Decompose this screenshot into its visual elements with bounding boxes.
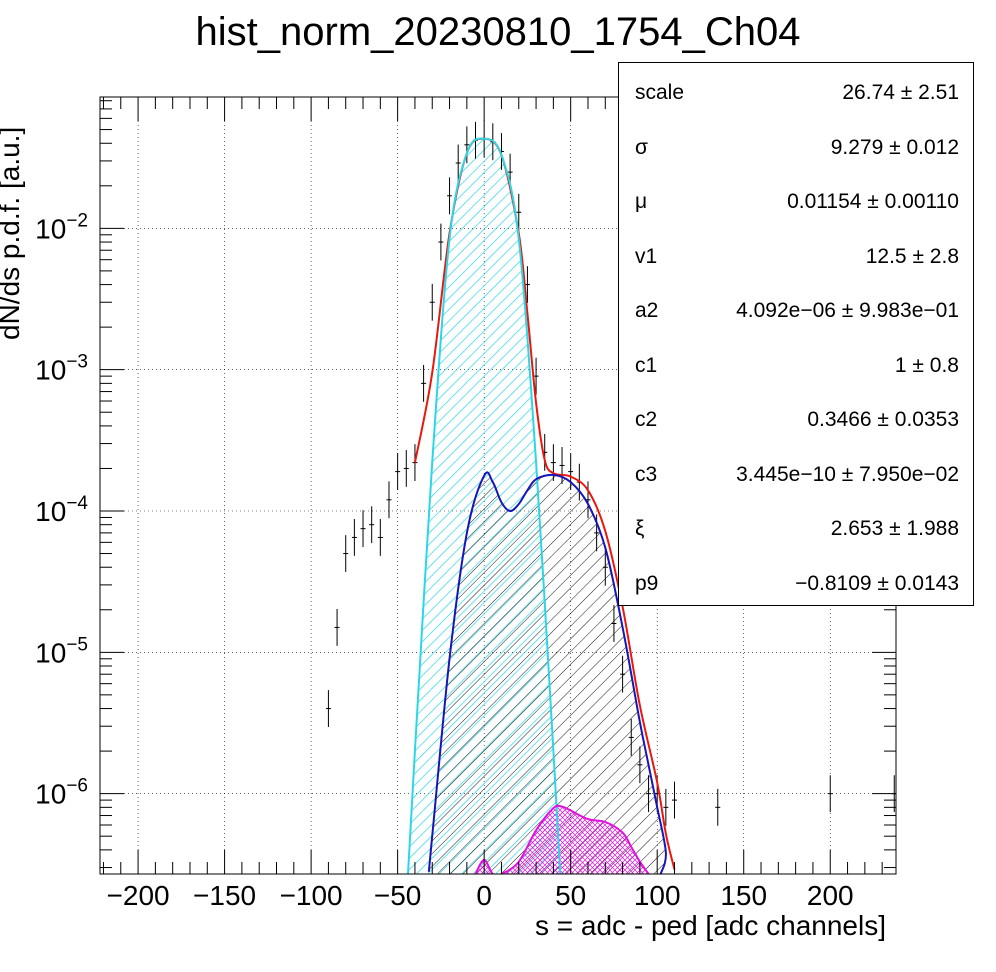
x-tick-labels: −200 −150 −100 −50 0 50 100 150 200	[107, 880, 854, 911]
fit-stats-box: scale 26.74 ± 2.51 σ 9.279 ± 0.012 μ 0.01154 …	[618, 62, 974, 606]
histogram	[325, 120, 896, 826]
stat-value: 12.5 ± 2.8	[865, 244, 959, 268]
stat-row: c2 0.3466 ± 0.0353	[619, 402, 975, 442]
x-tick-label: −150	[193, 880, 256, 911]
x-axis-label: s = adc - ped [adc channels]	[535, 910, 886, 941]
stat-name: μ	[635, 190, 648, 213]
stat-name: c2	[635, 408, 658, 431]
series-line-3	[474, 804, 650, 874]
stat-name: p9	[635, 571, 659, 595]
stat-value: 3.445e−10 ± 7.950e−02	[736, 462, 959, 486]
x-tick-label: 150	[720, 880, 767, 911]
stat-name: σ	[635, 135, 648, 159]
chart-title: hist_norm_20230810_1754_Ch04	[195, 10, 801, 54]
x-tick-label: 0	[476, 880, 492, 911]
stat-row: c3 3.445e−10 ± 7.950e−02	[619, 457, 975, 497]
stat-name: c1	[635, 353, 658, 377]
stat-value: 26.74 ± 2.51	[842, 81, 959, 104]
stat-value: 2.653 ± 1.988	[830, 517, 959, 540]
stat-value: 1 ± 0.8	[894, 353, 959, 377]
y-tick-label: 10−2	[35, 210, 88, 244]
y-tick-label: 10−6	[35, 776, 88, 810]
y-tick-labels: 10−6 10−5 10−4 10−3 10−2	[35, 210, 88, 809]
x-tick-label: 200	[807, 880, 854, 911]
x-tick-label: 50	[555, 880, 586, 911]
x-tick-label: 100	[634, 880, 681, 911]
stat-value: −0.8109 ± 0.0143	[795, 571, 959, 595]
stat-row: scale 26.74 ± 2.51	[619, 75, 975, 115]
stat-row: a2 4.092e−06 ± 9.983e−01	[619, 293, 975, 333]
y-tick-label: 10−4	[35, 493, 88, 527]
stat-value: 9.279 ± 0.012	[830, 135, 959, 159]
series-line-2	[427, 471, 667, 874]
x-tick-label: −100	[280, 880, 343, 911]
y-tick-label: 10−5	[35, 634, 88, 668]
series-fill-2	[428, 472, 666, 874]
x-tick-label: −200	[107, 880, 170, 911]
stat-value: 4.092e−06 ± 9.983e−01	[736, 299, 959, 322]
stat-value: 0.01154 ± 0.00110	[787, 190, 959, 213]
stat-row: c1 1 ± 0.8	[619, 348, 975, 388]
stat-row: μ 0.01154 ± 0.00110	[619, 184, 975, 224]
stat-name: c3	[635, 462, 658, 486]
series-line-1	[407, 137, 562, 874]
x-tick-label: −50	[374, 880, 422, 911]
y-tick-label: 10−3	[35, 352, 88, 386]
stat-row: ξ 2.653 ± 1.988	[619, 511, 975, 551]
stat-name: a2	[635, 299, 659, 322]
stat-name: scale	[635, 81, 685, 104]
fit-curves	[407, 137, 676, 874]
stat-name: v1	[635, 244, 658, 268]
y-axis-label: dN/ds p.d.f. [a.u.]	[0, 126, 25, 340]
stat-row: p9 −0.8109 ± 0.0143	[619, 566, 975, 606]
stat-row: v1 12.5 ± 2.8	[619, 239, 975, 279]
stat-name: ξ	[635, 517, 645, 540]
stat-value: 0.3466 ± 0.0353	[807, 408, 959, 431]
stat-row: σ 9.279 ± 0.012	[619, 130, 975, 170]
